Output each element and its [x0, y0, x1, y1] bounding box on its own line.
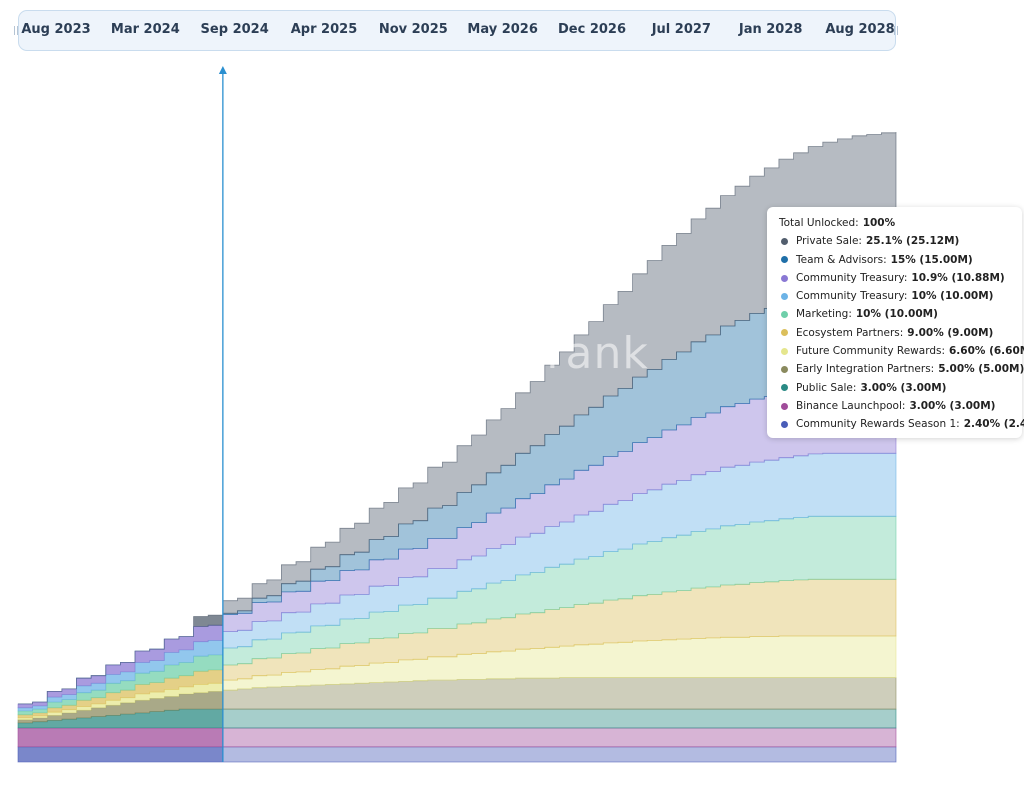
tooltip-row-label: Team & Advisors:: [796, 253, 887, 266]
legend-dot-icon: [781, 384, 788, 392]
tooltip-row-label: Community Treasury:: [796, 290, 908, 303]
tooltip-row-value: 10% (10.00M): [911, 290, 994, 303]
area-series-unlocked: [18, 728, 223, 747]
tooltip-row-value: 2.40% (2.40M): [963, 418, 1024, 431]
area-series-unlocked: [18, 683, 223, 720]
tooltip-row-label: Private Sale:: [796, 235, 862, 248]
tooltip-row: Community Treasury: 10% (10.00M): [779, 287, 1022, 305]
area-series-unlocked: [18, 746, 223, 762]
legend-dot-icon: [781, 347, 788, 355]
cryptorank-watermark: cryptorank: [400, 328, 649, 379]
tooltip-row-value: 25.1% (25.12M): [865, 235, 960, 248]
tooltip-row-label: Future Community Rewards:: [796, 345, 945, 358]
tooltip-row-label: Binance Launchpool:: [796, 399, 906, 412]
tooltip-row-value: 9.00% (9.00M): [907, 326, 994, 339]
legend-dot-icon: [781, 292, 788, 300]
timeline-tick: Nov 2025: [378, 22, 448, 37]
timeline-navigator[interactable]: || || Aug 2023 Mar 2024 Sep 2024 Apr 2025 No…: [13, 10, 900, 51]
past-overlay: [18, 615, 223, 762]
tooltip-row-value: 3.00% (3.00M): [909, 399, 996, 412]
tooltip-row: Public Sale: 3.00% (3.00M): [779, 379, 1022, 397]
timeline-tick: Jan 2028: [738, 22, 803, 37]
area-series-unlocked: [18, 709, 223, 728]
tooltip-row-value: 6.60% (6.60M): [949, 345, 1024, 358]
area-series-unlocked: [18, 640, 223, 711]
tooltip-row-label: Ecosystem Partners:: [796, 326, 904, 339]
tooltip-row: Early Integration Partners: 5.00% (5.00M): [779, 360, 1024, 378]
area-series-unlocked: [18, 670, 223, 718]
legend-dot-icon: [781, 274, 788, 282]
area-series-unlocked: [18, 691, 223, 723]
tooltip-row-label: Public Sale:: [796, 381, 857, 394]
timeline-tick: Mar 2024: [110, 22, 180, 37]
legend-dot-icon: [781, 366, 788, 374]
tooltip-row-value: 10.9% (10.88M): [911, 271, 1005, 284]
range-start-handle[interactable]: ||: [13, 26, 20, 36]
tooltip-row-value: 15% (15.00M): [890, 253, 973, 266]
tooltip-row: Future Community Rewards: 6.60% (6.60M): [779, 342, 1024, 360]
arrow-up-icon: [218, 66, 227, 74]
legend-dot-icon: [781, 256, 788, 264]
tooltip-row: Ecosystem Partners: 9.00% (9.00M): [779, 324, 1022, 342]
legend-dot-icon: [781, 329, 788, 337]
area-series: [18, 132, 897, 705]
tooltip-row: Community Rewards Season 1:2.40% (2.40M): [779, 415, 1024, 433]
tooltip-row: Marketing: 10% (10.00M): [779, 305, 1022, 323]
timeline-tick: Jul 2027: [651, 22, 711, 37]
tooltip-row: Community Treasury: 10.9% (10.88M): [779, 269, 1022, 287]
tooltip-row-label: Community Rewards Season 1:: [796, 418, 960, 431]
area-series-unlocked: [18, 615, 223, 704]
range-end-handle[interactable]: ||: [893, 26, 900, 36]
area-series-group: [17, 132, 897, 763]
today-marker: [218, 66, 227, 762]
tooltip-row-label: Marketing:: [796, 308, 852, 321]
tooltip-row-value: 3.00% (3.00M): [860, 381, 947, 394]
area-series-unlocked: [18, 625, 223, 708]
tooltip-row-value: 10% (10.00M): [855, 308, 938, 321]
tooltip-row: Private Sale: 25.1% (25.12M): [779, 232, 1022, 250]
timeline-tick: Apr 2025: [290, 22, 358, 37]
tooltip-total-value: 100%: [862, 217, 896, 229]
timeline-tick: May 2026: [467, 22, 538, 37]
timeline-tick: Sep 2024: [200, 22, 269, 37]
timeline-tick: Aug 2023: [21, 22, 91, 37]
area-series-unlocked: [18, 654, 223, 715]
legend-dot-icon: [781, 402, 788, 410]
legend-dot-icon: [781, 311, 788, 319]
tooltip-row: Binance Launchpool: 3.00% (3.00M): [779, 397, 1022, 415]
tooltip-row-label: Community Treasury:: [796, 271, 908, 284]
timeline-tick: Dec 2026: [557, 22, 627, 37]
legend-dot-icon: [781, 237, 788, 245]
tooltip-row-value: 5.00% (5.00M): [938, 363, 1024, 376]
tooltip-row-label: Early Integration Partners:: [796, 363, 935, 376]
chart-tooltip: Total Unlocked: 100% Private Sale: 25.1% …: [767, 207, 1024, 438]
tooltip-total-label: Total Unlocked:: [779, 217, 859, 229]
timeline-tick: Aug 2028: [825, 22, 895, 37]
legend-dot-icon: [781, 420, 788, 428]
tooltip-row: Team & Advisors: 15% (15.00M): [779, 251, 1022, 269]
tooltip-total: Total Unlocked: 100%: [779, 214, 1022, 232]
